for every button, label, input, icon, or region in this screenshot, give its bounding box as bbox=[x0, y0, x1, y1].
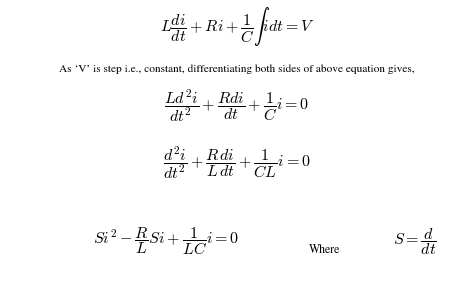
Text: $L\dfrac{di}{dt}+Ri+\dfrac{1}{C}\int idt=V$: $L\dfrac{di}{dt}+Ri+\dfrac{1}{C}\int idt… bbox=[160, 5, 314, 49]
Text: As ‘V’ is step i.e., constant, differentiating both sides of above equation give: As ‘V’ is step i.e., constant, different… bbox=[59, 64, 415, 74]
Text: $\dfrac{Ld^{2}i}{dt^{2}}+\dfrac{Rdi}{dt}+\dfrac{1}{C}i=0$: $\dfrac{Ld^{2}i}{dt^{2}}+\dfrac{Rdi}{dt}… bbox=[164, 88, 310, 125]
Text: $S=\dfrac{d}{dt}$: $S=\dfrac{d}{dt}$ bbox=[393, 226, 437, 257]
Text: $Si^{2}-\dfrac{R}{L}Si+\dfrac{1}{LC}i=0$: $Si^{2}-\dfrac{R}{L}Si+\dfrac{1}{LC}i=0$ bbox=[93, 226, 239, 257]
Text: Where: Where bbox=[309, 244, 340, 256]
Text: $\dfrac{d^{2}i}{dt^{2}}+\dfrac{R}{L}\dfrac{di}{dt}+\dfrac{1}{CL}i=0$: $\dfrac{d^{2}i}{dt^{2}}+\dfrac{R}{L}\dfr… bbox=[163, 145, 311, 182]
